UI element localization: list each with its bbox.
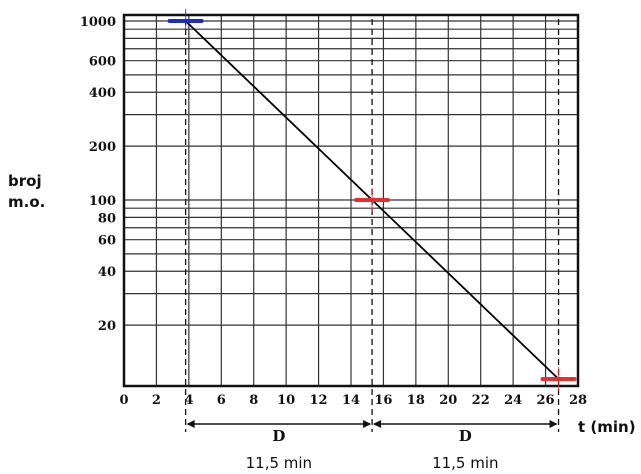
x-tick-labels: 0 2 4 6 8 10 12 14 16 18 20 22 24 26 28 <box>119 393 587 408</box>
x-tick-label: 10 <box>277 393 295 408</box>
interval-arrow-left <box>186 420 195 428</box>
y-axis-label-line2: m.o. <box>8 193 45 211</box>
y-tick-label: 200 <box>89 140 116 155</box>
interval-label: D <box>272 427 285 445</box>
y-tick-labels: 1000 600 400 200 100 80 60 40 20 <box>80 15 116 334</box>
interval-arrow-right <box>549 420 558 428</box>
x-tick-label: 28 <box>569 393 587 408</box>
x-tick-label: 16 <box>374 393 392 408</box>
y-tick-label: 20 <box>98 319 116 334</box>
x-tick-label: 20 <box>439 393 457 408</box>
x-tick-label: 14 <box>342 393 360 408</box>
x-tick-label: 26 <box>537 393 555 408</box>
y-tick-label: 40 <box>98 265 116 280</box>
y-tick-label: 400 <box>89 86 116 101</box>
y-axis-label-line1: broj <box>8 172 42 190</box>
dashed-guides <box>184 19 560 432</box>
x-tick-label: 6 <box>217 393 226 408</box>
x-tick-label: 24 <box>504 393 522 408</box>
x-tick-label: 22 <box>472 393 490 408</box>
x-axis-label: t (min) <box>578 418 636 436</box>
x-tick-label: 12 <box>310 393 328 408</box>
x-tick-label: 18 <box>407 393 425 408</box>
interval-arrow-right <box>363 420 372 428</box>
interval-value: 11,5 min <box>432 454 498 472</box>
y-tick-label: 1000 <box>80 15 116 30</box>
x-tick-label: 0 <box>119 393 128 408</box>
plot-frame <box>122 13 580 388</box>
y-tick-label: 100 <box>89 194 116 209</box>
x-tick-label: 4 <box>184 393 193 408</box>
y-tick-label: 600 <box>89 55 116 70</box>
interval-annotations: D 11,5 min D 11,5 min <box>186 420 558 472</box>
interval-arrow-left <box>373 420 382 428</box>
x-tick-label: 2 <box>152 393 161 408</box>
markers <box>167 9 577 391</box>
grid <box>124 15 578 386</box>
y-tick-label: 60 <box>98 234 116 249</box>
interval-label: D <box>459 427 472 445</box>
y-tick-label: 80 <box>98 211 116 226</box>
interval-value: 11,5 min <box>246 454 312 472</box>
x-tick-label: 8 <box>249 393 258 408</box>
